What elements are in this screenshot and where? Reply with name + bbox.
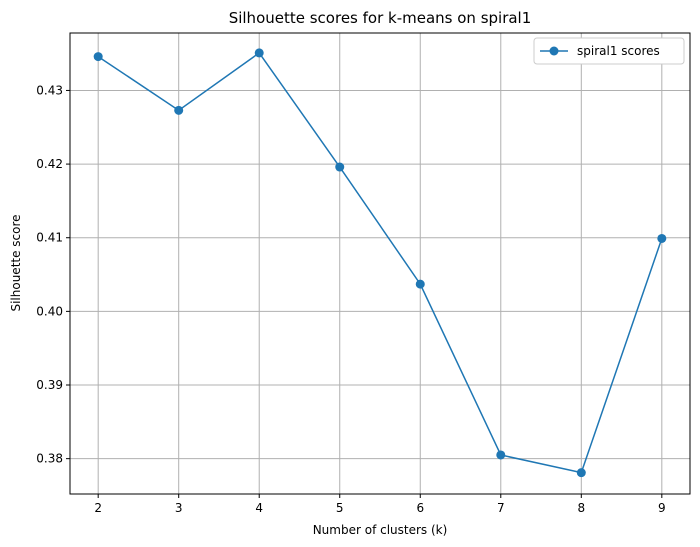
x-tick-label: 6	[416, 501, 424, 515]
grid	[70, 33, 690, 494]
x-tick-label: 9	[658, 501, 666, 515]
data-point	[335, 162, 345, 172]
x-tick-label: 2	[94, 501, 102, 515]
legend: spiral1 scores	[533, 37, 685, 65]
x-tick-label: 3	[175, 501, 183, 515]
series-layer	[93, 48, 667, 478]
series-line	[97, 51, 663, 474]
data-point	[93, 52, 103, 62]
y-tick-label: 0.43	[36, 83, 63, 97]
data-point	[657, 233, 667, 243]
x-tick-label: 8	[577, 501, 585, 515]
chart-title: Silhouette scores for k-means on spiral1	[229, 9, 532, 27]
data-point	[415, 279, 425, 289]
plot-frame	[69, 32, 691, 495]
y-axis-label: Silhouette score	[9, 214, 23, 311]
data-point	[174, 105, 184, 115]
x-tick-label: 7	[497, 501, 505, 515]
plot-area	[69, 32, 691, 495]
legend-box	[533, 37, 685, 65]
x-tick-label: 5	[336, 501, 344, 515]
y-axis-ticks: 0.38 0.39 0.40 0.41 0.42 0.43	[36, 83, 70, 466]
y-tick-label: 0.41	[36, 231, 63, 245]
data-point	[254, 48, 264, 58]
legend-label: spiral1 scores	[577, 44, 660, 58]
x-axis-label: Number of clusters (k)	[313, 523, 448, 537]
y-tick-label: 0.38	[36, 452, 63, 466]
data-point	[496, 450, 506, 460]
legend-marker-icon	[549, 46, 559, 56]
data-point	[576, 468, 586, 478]
y-tick-label: 0.40	[36, 304, 63, 318]
plot-background	[70, 33, 690, 494]
y-tick-label: 0.39	[36, 378, 63, 392]
y-tick-label: 0.42	[36, 157, 63, 171]
x-axis-ticks: 2 3 4 5 6 7 8 9	[94, 494, 666, 515]
x-tick-label: 4	[255, 501, 263, 515]
